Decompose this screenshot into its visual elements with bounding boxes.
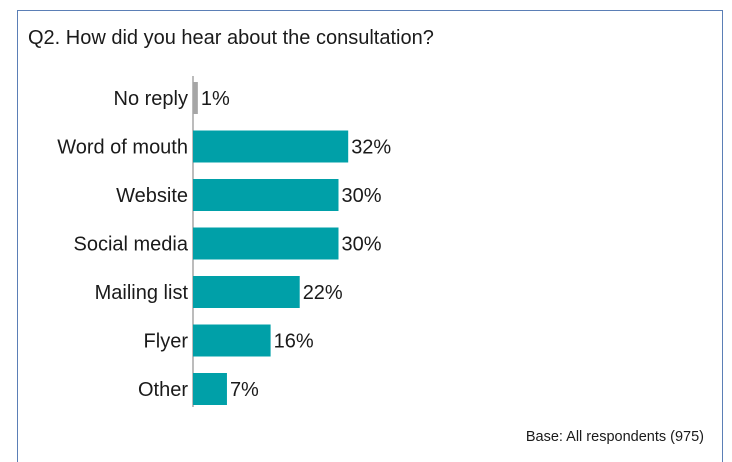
category-label: Word of mouth — [57, 137, 188, 159]
base-note: Base: All respondents (975) — [525, 429, 704, 445]
category-label: Other — [138, 379, 188, 401]
value-label: 1% — [201, 88, 230, 110]
category-label: Flyer — [144, 331, 189, 353]
category-label: No reply — [114, 88, 188, 110]
bar-flyer — [193, 324, 271, 357]
value-label: 30% — [342, 234, 382, 256]
chart-title: Q2. How did you hear about the consultat… — [28, 27, 434, 49]
value-label: 22% — [303, 282, 343, 304]
value-label: 30% — [342, 185, 382, 207]
bar-social-media — [193, 227, 339, 260]
category-label: Social media — [73, 234, 188, 256]
value-label: 7% — [230, 379, 259, 401]
bar-website — [193, 179, 339, 211]
category-label: Mailing list — [95, 282, 189, 304]
bars-group: No reply 1% Word of mouth 32% Website 30% Soci… — [57, 82, 391, 405]
bar-other — [193, 373, 227, 405]
value-label: 16% — [274, 331, 314, 353]
chart-frame — [17, 10, 723, 462]
bar-mailing-list — [193, 276, 300, 308]
bar-no-reply — [193, 82, 198, 114]
bar-word-of-mouth — [193, 130, 349, 163]
category-label: Website — [116, 185, 188, 207]
value-label: 32% — [351, 137, 391, 159]
